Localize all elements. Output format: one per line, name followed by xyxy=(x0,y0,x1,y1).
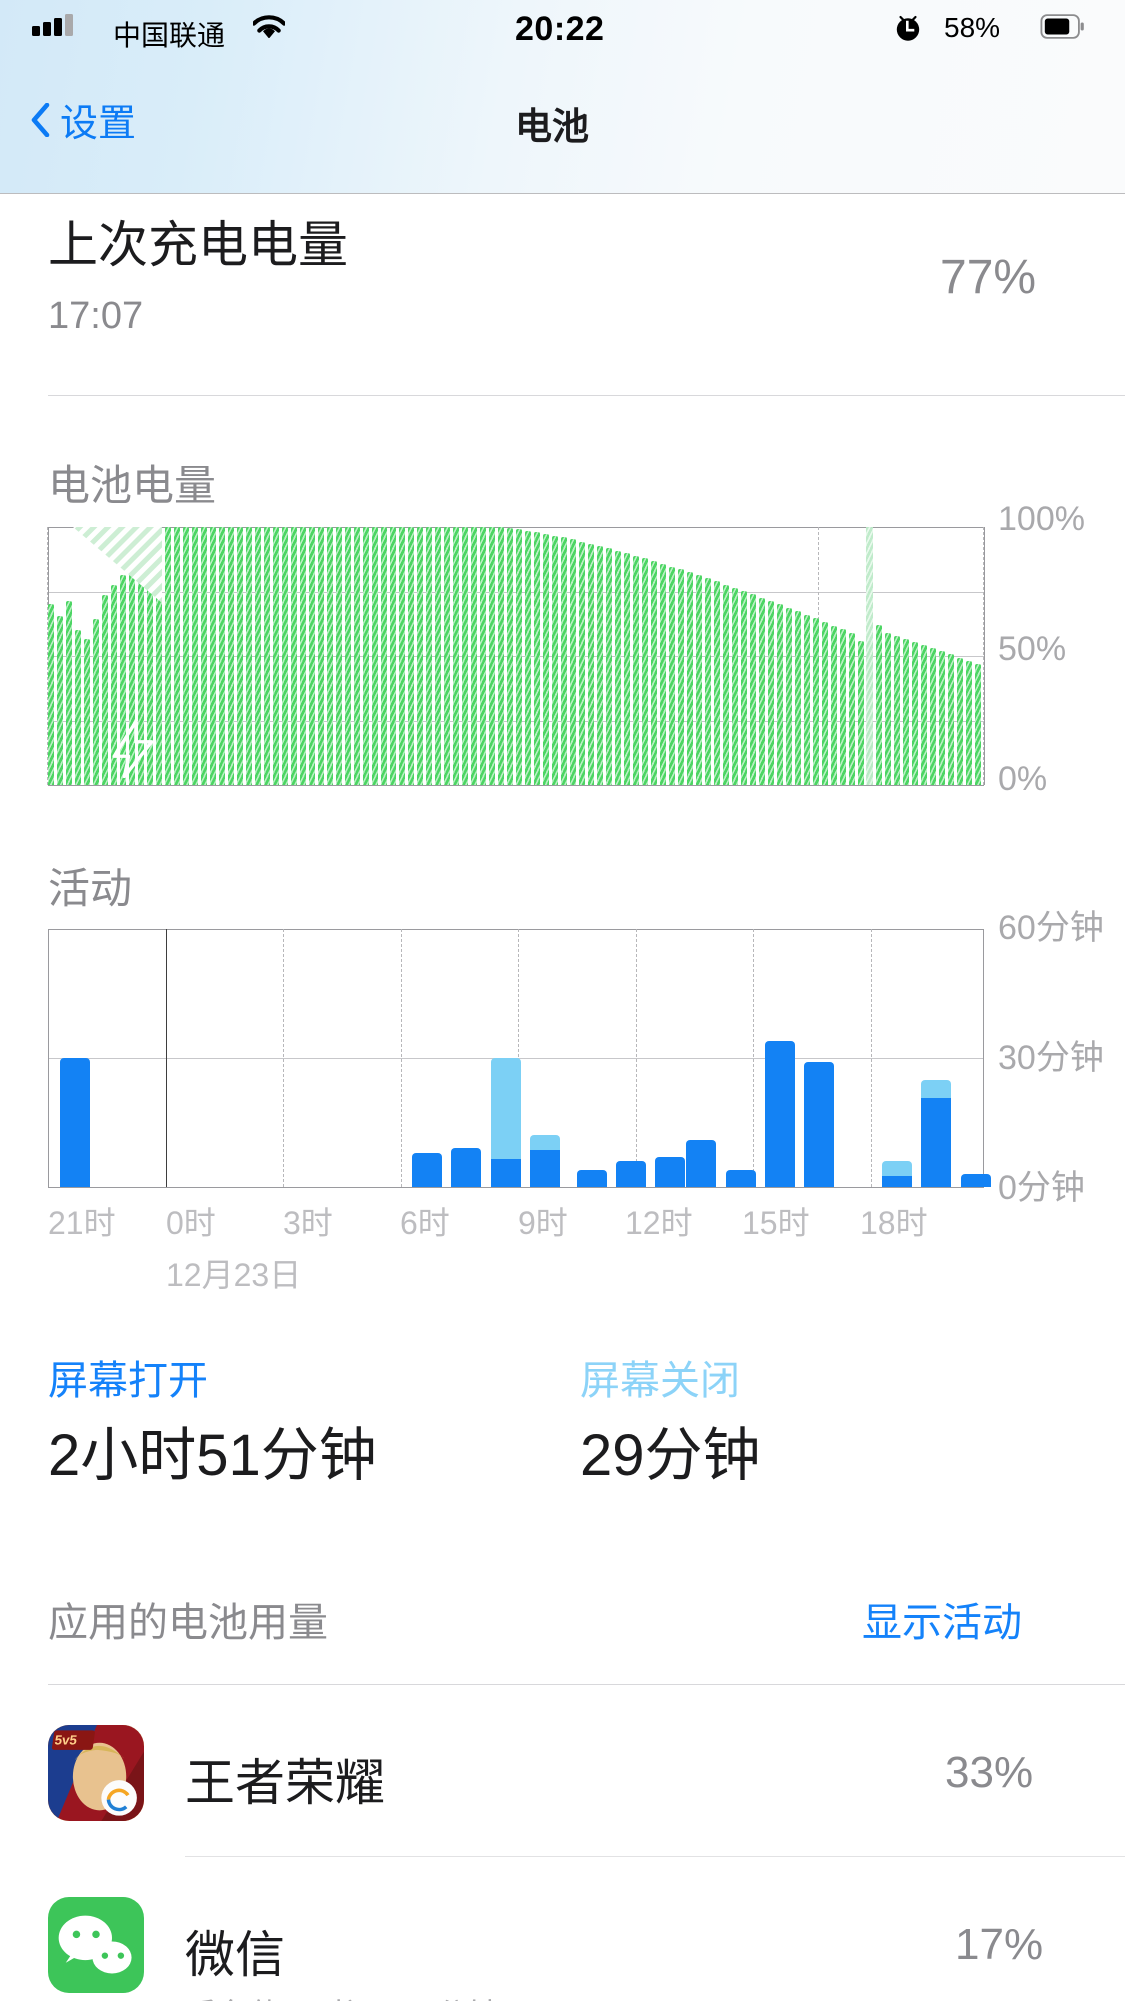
svg-text:5v5: 5v5 xyxy=(54,1733,79,1748)
